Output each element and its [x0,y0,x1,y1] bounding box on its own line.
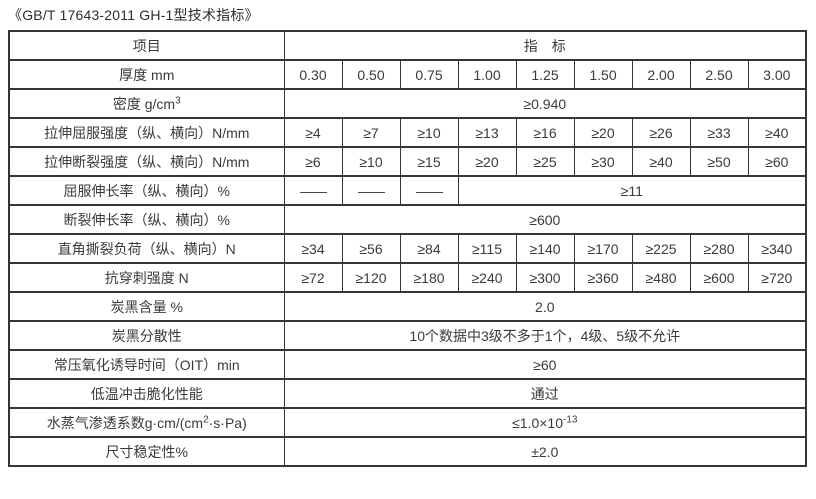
table-row-yield-elongation: 屈服伸长率（纵、横向）% —— —— —— ≥11 [8,175,807,206]
value-cell: ≥10 [341,146,401,177]
value-cell: 2.50 [689,59,749,90]
value-cell: 0.75 [399,59,459,90]
dash-cell: —— [399,175,459,206]
row-label: 水蒸气渗透系数g·cm/(cm2·s·Pa) [8,407,285,438]
value-cell: 1.00 [457,59,517,90]
table-row-oit: 常压氧化诱导时间（OIT）min ≥60 [8,349,807,380]
row-label: 尺寸稳定性% [8,436,285,467]
row-label: 屈服伸长率（纵、横向）% [8,175,285,206]
table-row-tensile-yield: 拉伸屈服强度（纵、横向）N/mm ≥4 ≥7 ≥10 ≥13 ≥16 ≥20 ≥… [8,117,807,148]
table-row-carbon-dispersion: 炭黑分散性 10个数据中3级不多于1个，4级、5级不允许 [8,320,807,351]
value-cell: ≥72 [283,262,343,293]
value-cell: ≥40 [631,146,691,177]
row-label: 拉伸屈服强度（纵、横向）N/mm [8,117,285,148]
value-cell: ≥20 [573,117,633,148]
span-value-cell: ≥600 [283,204,807,235]
table-row-density: 密度 g/cm3 ≥0.940 [8,88,807,119]
row-label: 炭黑分散性 [8,320,285,351]
value-cell: 2.00 [631,59,691,90]
table-row-tensile-break: 拉伸断裂强度（纵、横向）N/mm ≥6 ≥10 ≥15 ≥20 ≥25 ≥30 … [8,146,807,177]
value-cell: 0.30 [283,59,343,90]
table-row-low-temp: 低温冲击脆化性能 通过 [8,378,807,409]
header-item-cell: 项目 [8,30,285,61]
row-label: 直角撕裂负荷（纵、横向）N [8,233,285,264]
value-superscript: -13 [563,413,578,425]
value-cell: ≥16 [515,117,575,148]
table-row-break-elongation: 断裂伸长率（纵、横向）% ≥600 [8,204,807,235]
value-cell: ≥180 [399,262,459,293]
value-cell: ≥4 [283,117,343,148]
row-label: 厚度 mm [8,59,285,90]
value-cell: ≥30 [573,146,633,177]
dash-cell: —— [341,175,401,206]
value-cell: ≥7 [341,117,401,148]
value-cell: ≥84 [399,233,459,264]
table-row-water-vapor: 水蒸气渗透系数g·cm/(cm2·s·Pa) ≤1.0×10-13 [8,407,807,438]
value-cell: ≥280 [689,233,749,264]
value-cell: ≥60 [747,146,807,177]
value-cell: ≥225 [631,233,691,264]
table-row-dimensional-stability: 尺寸稳定性% ±2.0 [8,436,807,467]
value-cell: ≥40 [747,117,807,148]
value-cell: ≥115 [457,233,517,264]
span-value-cell: ≥11 [457,175,807,206]
value-cell: ≥50 [689,146,749,177]
span-value-cell: 通过 [283,378,807,409]
span-value-cell: ≥60 [283,349,807,380]
value-cell: ≥56 [341,233,401,264]
span-value-cell: 10个数据中3级不多于1个，4级、5级不允许 [283,320,807,351]
row-label-tail: ·s·Pa) [208,414,247,431]
value-cell: ≥480 [631,262,691,293]
value-cell: ≥20 [457,146,517,177]
value-cell: 1.25 [515,59,575,90]
row-label-text: 水蒸气渗透系数g·cm/(cm [46,414,204,431]
spec-table: 项目 指 标 厚度 mm 0.30 0.50 0.75 1.00 1.25 1.… [8,30,808,467]
row-label-text: 密度 g/cm [112,95,176,112]
row-label: 炭黑含量 % [8,291,285,322]
value-cell: ≥13 [457,117,517,148]
value-cell: 1.50 [573,59,633,90]
row-label-superscript: 2 [203,413,209,425]
row-label: 抗穿刺强度 N [8,262,285,293]
row-label: 断裂伸长率（纵、横向）% [8,204,285,235]
span-value-cell: ≥0.940 [283,88,807,119]
value-cell: ≥340 [747,233,807,264]
page-title: 《GB/T 17643-2011 GH-1型技术指标》 [8,7,259,23]
span-value-cell: ≤1.0×10-13 [283,407,807,438]
value-cell: ≥33 [689,117,749,148]
value-cell: ≥600 [689,262,749,293]
table-row-thickness: 厚度 mm 0.30 0.50 0.75 1.00 1.25 1.50 2.00… [8,59,807,90]
table-row-tear-load: 直角撕裂负荷（纵、横向）N ≥34 ≥56 ≥84 ≥115 ≥140 ≥170… [8,233,807,264]
row-label: 常压氧化诱导时间（OIT）min [8,349,285,380]
table-row-puncture: 抗穿刺强度 N ≥72 ≥120 ≥180 ≥240 ≥300 ≥360 ≥48… [8,262,807,293]
row-label: 低温冲击脆化性能 [8,378,285,409]
value-cell: 3.00 [747,59,807,90]
span-value-cell: ±2.0 [283,436,807,467]
value-cell: ≥10 [399,117,459,148]
value-cell: ≥15 [399,146,459,177]
dash-cell: —— [283,175,343,206]
value-cell: ≥25 [515,146,575,177]
value-cell: ≥360 [573,262,633,293]
value-cell: ≥240 [457,262,517,293]
value-cell: ≥6 [283,146,343,177]
header-row: 项目 指 标 [8,30,807,61]
value-cell: ≥34 [283,233,343,264]
value-cell: ≥120 [341,262,401,293]
value-cell: ≥300 [515,262,575,293]
value-cell: ≥170 [573,233,633,264]
value-cell: ≥720 [747,262,807,293]
header-index-cell: 指 标 [283,30,807,61]
span-value-cell: 2.0 [283,291,807,322]
row-label-superscript: 3 [175,94,181,106]
table-row-carbon-content: 炭黑含量 % 2.0 [8,291,807,322]
value-text: ≤1.0×10 [512,414,564,431]
row-label: 密度 g/cm3 [8,88,285,119]
value-cell: ≥140 [515,233,575,264]
value-cell: ≥26 [631,117,691,148]
value-cell: 0.50 [341,59,401,90]
row-label: 拉伸断裂强度（纵、横向）N/mm [8,146,285,177]
